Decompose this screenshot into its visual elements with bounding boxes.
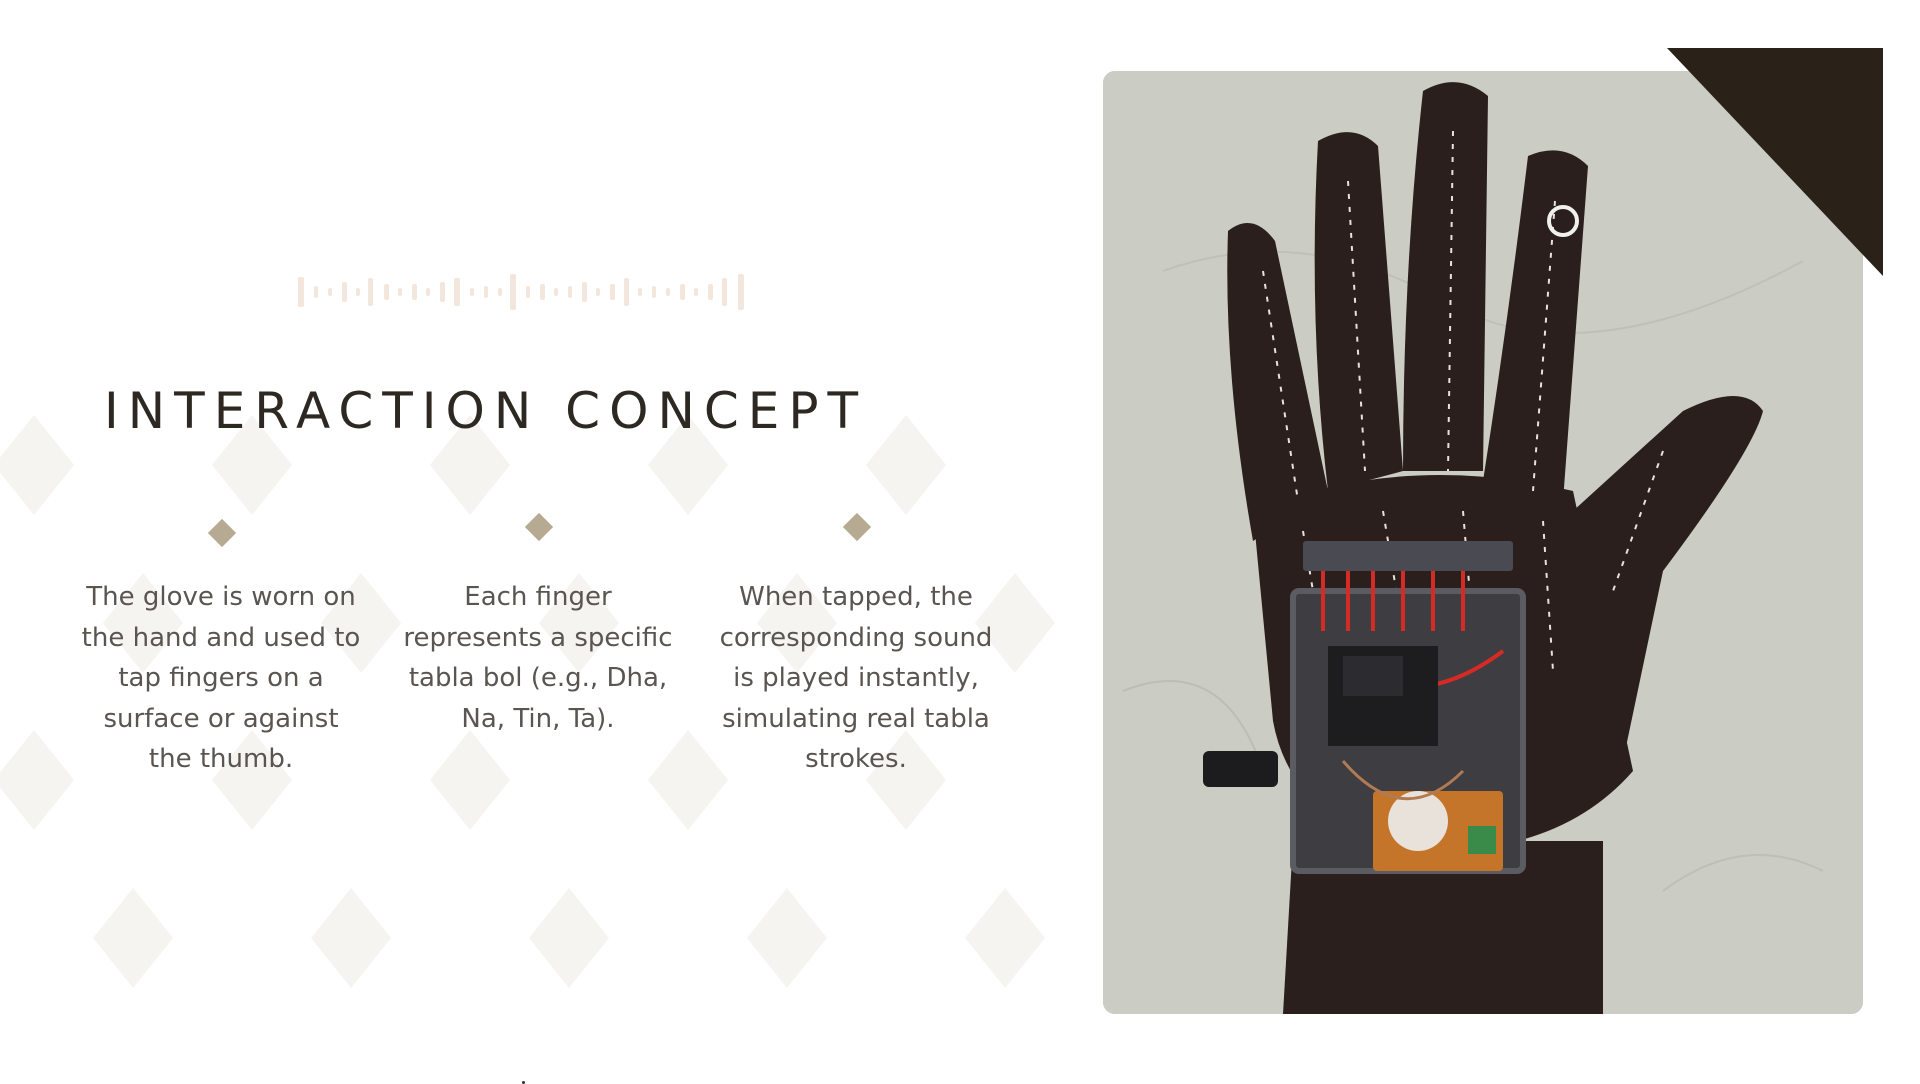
- glove-prototype-photo: [1103, 71, 1863, 1014]
- soundwave-icon: [298, 274, 744, 310]
- background-diamond-pattern: [0, 415, 1055, 988]
- concept-point-2: Each finger represents a specific tabla …: [403, 582, 673, 734]
- concept-point-1: The glove is worn on the hand and used t…: [81, 582, 361, 774]
- corner-accent-triangle: [1667, 48, 1883, 276]
- slide-title: INTERACTION CONCEPT: [104, 381, 868, 440]
- concept-point-3: When tapped, the corresponding sound is …: [719, 582, 993, 774]
